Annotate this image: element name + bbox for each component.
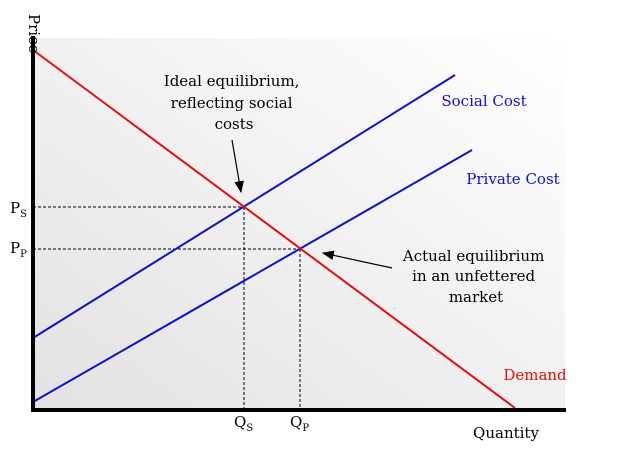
demand-curve [32,49,516,409]
curve-label: Demand [503,366,567,384]
annotation-arrow [321,250,393,269]
quantity-mark: QS [234,413,253,434]
plot-background [33,38,565,410]
private-cost-curve [32,149,473,403]
x-axis-label: Quantity [473,424,539,442]
annotation: Ideal equilibrium, reflecting social cos… [164,72,304,133]
annotation: Actual equilibrium in an unfettered mark… [402,247,549,306]
price-mark: PP [10,239,27,260]
quantity-mark: QP [290,413,309,434]
price-mark: PS [10,199,27,220]
annotation-arrow [231,139,244,194]
curve-label: Social Cost [441,92,526,110]
curve-label: Private Cost [466,170,559,188]
y-axis-label: Price [25,14,43,53]
guides [33,206,301,410]
